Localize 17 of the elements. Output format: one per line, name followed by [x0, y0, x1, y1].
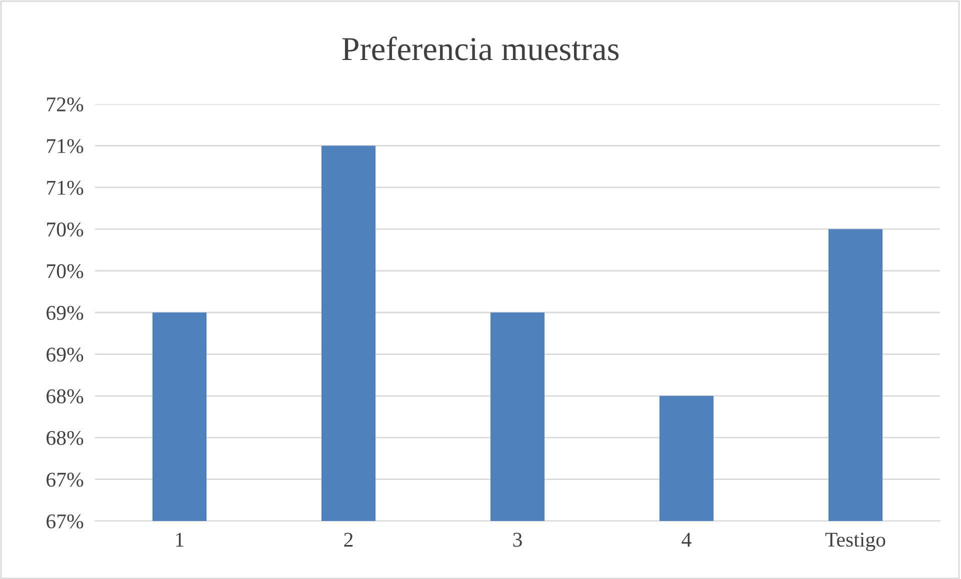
y-tick-label: 72%: [47, 97, 84, 112]
y-tick-label: 71%: [47, 139, 84, 154]
x-tick-label: 2: [344, 532, 353, 547]
chart-title: Preferencia muestras: [342, 36, 619, 60]
x-tick-label: 4: [682, 532, 692, 547]
y-tick-label: 71%: [47, 180, 84, 195]
y-tick-label: 69%: [46, 348, 84, 362]
y-tick-label: 68%: [46, 430, 84, 446]
y-tick-label: 69%: [46, 306, 84, 320]
y-tick-label: 70%: [47, 264, 84, 278]
x-tick-label: 1: [176, 532, 184, 547]
y-tick-label: 68%: [46, 389, 84, 404]
y-tick-label: 67%: [46, 472, 84, 487]
y-tick-label: 67%: [46, 514, 84, 528]
x-tick-label: 3: [513, 532, 522, 547]
x-tick-label: Testigo: [825, 532, 886, 552]
y-tick-label: 70%: [47, 222, 84, 237]
